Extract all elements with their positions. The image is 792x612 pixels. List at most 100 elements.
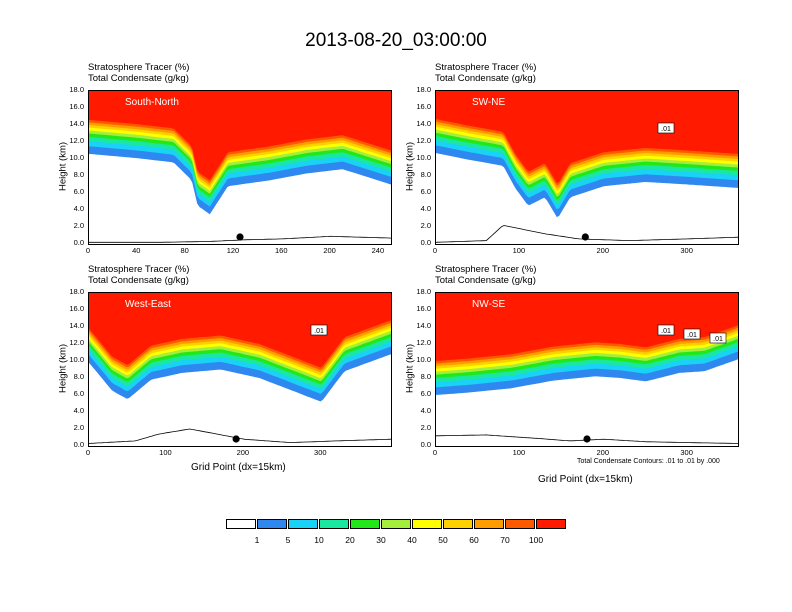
x-tick-label: 0 <box>85 448 91 457</box>
x-tick-label: 160 <box>275 246 288 255</box>
y-tick-label: 8.0 <box>73 170 84 179</box>
panel-label: West-East <box>125 299 171 310</box>
plot-area: .01 SW-NE <box>435 90 739 245</box>
colorbar-swatch <box>257 519 287 529</box>
x-tick-label: 200 <box>236 448 250 457</box>
panel-header-tracer: Stratosphere Tracer (%) <box>88 62 190 73</box>
panel-header-condensate: Total Condensate (g/kg) <box>88 275 189 286</box>
y-tick-label: 4.0 <box>420 406 431 415</box>
contour-label: .01 <box>314 328 324 335</box>
y-tick-label: 16.0 <box>69 304 84 313</box>
contour-note: Total Condensate Contours: .01 to .01 by… <box>577 458 720 465</box>
y-tick-label: 0.0 <box>420 440 431 449</box>
panel-label: SW-NE <box>472 97 506 108</box>
contour-label: .01 <box>713 336 723 343</box>
colorbar-label: 70 <box>500 535 510 545</box>
plot-area: .01 West-East <box>88 292 392 447</box>
y-tick-label: 14.0 <box>69 119 84 128</box>
y-tick-label: 14.0 <box>416 119 431 128</box>
y-tick-label: 12.0 <box>69 136 84 145</box>
y-tick-label: 4.0 <box>420 204 431 213</box>
location-marker <box>581 233 589 241</box>
y-tick-label: 6.0 <box>73 389 84 398</box>
y-tick-label: 8.0 <box>420 372 431 381</box>
y-tick-label: 6.0 <box>420 389 431 398</box>
x-tick-label: 200 <box>596 246 610 255</box>
y-tick-label: 0.0 <box>420 238 431 247</box>
y-axis-label: Height (km) <box>57 343 69 393</box>
y-tick-label: 10.0 <box>69 355 84 364</box>
y-tick-label: 12.0 <box>416 338 431 347</box>
location-marker <box>232 435 240 443</box>
y-tick-label: 8.0 <box>420 170 431 179</box>
x-tick-label: 240 <box>371 246 385 255</box>
colorbar-swatch <box>381 519 411 529</box>
y-tick-label: 8.0 <box>73 372 84 381</box>
x-tick-label: 0 <box>432 246 438 255</box>
y-tick-label: 2.0 <box>420 423 431 432</box>
panel-nw-se: Stratosphere Tracer (%) Total Condensate … <box>387 262 739 462</box>
y-tick-label: 16.0 <box>416 304 431 313</box>
colorbar-label: 5 <box>285 535 291 545</box>
colorbar-label: 20 <box>345 535 355 545</box>
y-tick-label: 14.0 <box>416 321 431 330</box>
plot-area: .01 .01 .01 NW-SE <box>435 292 739 447</box>
panel-header-tracer: Stratosphere Tracer (%) <box>435 62 537 73</box>
x-tick-label: 100 <box>512 246 526 255</box>
x-axis-label-right: Grid Point (dx=15km) <box>538 474 633 485</box>
panel-label: NW-SE <box>472 299 506 310</box>
terrain-contour <box>89 428 391 444</box>
y-tick-label: 12.0 <box>416 136 431 145</box>
colorbar-label: 30 <box>376 535 386 545</box>
x-tick-label: 0 <box>432 448 438 457</box>
colorbar-label: 1 <box>254 535 260 545</box>
x-tick-label: 300 <box>314 448 327 457</box>
x-tick-label: 300 <box>680 246 693 255</box>
contour-label: .01 <box>661 126 671 133</box>
y-tick-label: 10.0 <box>69 153 84 162</box>
colorbar-swatch <box>412 519 442 529</box>
location-marker <box>236 233 244 241</box>
x-tick-label: 100 <box>159 448 172 457</box>
colorbar-swatch <box>474 519 504 529</box>
contour-label: .01 <box>687 332 697 339</box>
x-tick-label: 80 <box>180 246 189 255</box>
y-tick-label: 4.0 <box>73 204 84 213</box>
x-tick-label: 200 <box>323 246 336 255</box>
y-tick-label: 16.0 <box>69 102 84 111</box>
panel-label: South-North <box>125 97 179 108</box>
plot-svg: .01 <box>436 91 738 243</box>
y-axis-label: Height (km) <box>404 141 416 191</box>
y-tick-label: 10.0 <box>416 355 431 364</box>
panel-header-condensate: Total Condensate (g/kg) <box>88 73 189 84</box>
contour-label-box <box>657 324 675 336</box>
panel-header-condensate: Total Condensate (g/kg) <box>435 275 536 286</box>
y-axis-label: Height (km) <box>404 343 416 393</box>
colorbar-swatch <box>505 519 535 529</box>
y-tick-label: 14.0 <box>69 321 84 330</box>
location-marker <box>583 435 591 443</box>
tracer-band-100 <box>89 91 391 181</box>
y-tick-label: 18.0 <box>69 85 84 94</box>
tracer-band-100 <box>89 293 391 368</box>
panel-sw-ne: Stratosphere Tracer (%) Total Condensate … <box>387 60 739 260</box>
colorbar-swatch <box>350 519 380 529</box>
x-axis-label-left: Grid Point (dx=15km) <box>191 462 286 473</box>
panel-header-tracer: Stratosphere Tracer (%) <box>435 264 537 275</box>
contour-label-box <box>310 324 328 336</box>
plot-svg: .01 .01 .01 <box>436 293 738 444</box>
contour-label-box <box>657 122 675 134</box>
colorbar-label: 10 <box>314 535 324 545</box>
x-tick-label: 0 <box>85 246 91 255</box>
x-tick-label: 40 <box>132 246 141 255</box>
tracer-band-100 <box>436 293 738 361</box>
y-tick-label: 0.0 <box>73 238 84 247</box>
panel-west-east: Stratosphere Tracer (%) Total Condensate … <box>40 262 392 462</box>
colorbar-label: 40 <box>407 535 417 545</box>
contour-label-box <box>683 328 701 340</box>
y-tick-label: 10.0 <box>416 153 431 162</box>
panel-header-tracer: Stratosphere Tracer (%) <box>88 264 190 275</box>
plot-svg: .01 <box>89 293 391 444</box>
colorbar-swatch <box>288 519 318 529</box>
colorbar-swatch <box>443 519 473 529</box>
